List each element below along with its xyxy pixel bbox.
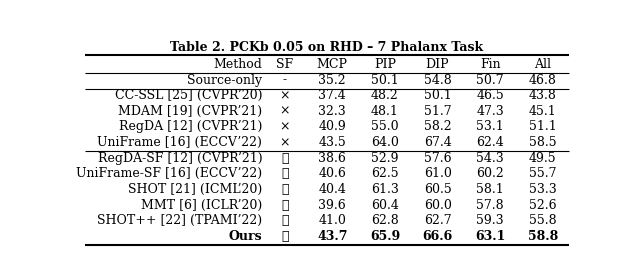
Text: 67.4: 67.4 <box>424 136 452 149</box>
Text: 43.7: 43.7 <box>317 230 348 243</box>
Text: 62.8: 62.8 <box>371 214 399 227</box>
Text: 32.3: 32.3 <box>318 105 346 118</box>
Text: 43.5: 43.5 <box>318 136 346 149</box>
Text: 37.4: 37.4 <box>318 89 346 102</box>
Text: 52.6: 52.6 <box>529 198 557 212</box>
Text: MCP: MCP <box>316 58 348 71</box>
Text: 46.8: 46.8 <box>529 73 557 86</box>
Text: 43.8: 43.8 <box>529 89 557 102</box>
Text: RegDA-SF [12] (CVPR’21): RegDA-SF [12] (CVPR’21) <box>98 152 262 165</box>
Text: 54.8: 54.8 <box>424 73 452 86</box>
Text: 61.0: 61.0 <box>424 167 452 180</box>
Text: 51.7: 51.7 <box>424 105 452 118</box>
Text: Ours: Ours <box>228 230 262 243</box>
Text: Method: Method <box>214 58 262 71</box>
Text: ×: × <box>279 105 290 118</box>
Text: 48.2: 48.2 <box>371 89 399 102</box>
Text: 54.3: 54.3 <box>477 152 504 165</box>
Text: ×: × <box>279 120 290 133</box>
Text: ✓: ✓ <box>281 183 288 196</box>
Text: 55.8: 55.8 <box>529 214 557 227</box>
Text: ✓: ✓ <box>281 214 288 227</box>
Text: -: - <box>283 73 287 86</box>
Text: 46.5: 46.5 <box>477 89 504 102</box>
Text: 40.4: 40.4 <box>318 183 346 196</box>
Text: MDAM [19] (CVPR’21): MDAM [19] (CVPR’21) <box>118 105 262 118</box>
Text: 52.9: 52.9 <box>371 152 399 165</box>
Text: UniFrame [16] (ECCV’22): UniFrame [16] (ECCV’22) <box>98 136 262 149</box>
Text: ✓: ✓ <box>281 152 288 165</box>
Text: All: All <box>535 58 551 71</box>
Text: SHOT [21] (ICML’20): SHOT [21] (ICML’20) <box>128 183 262 196</box>
Text: 61.3: 61.3 <box>371 183 399 196</box>
Text: ✓: ✓ <box>281 167 288 180</box>
Text: 40.6: 40.6 <box>318 167 346 180</box>
Text: ✓: ✓ <box>281 198 288 212</box>
Text: 66.6: 66.6 <box>422 230 453 243</box>
Text: 55.7: 55.7 <box>529 167 557 180</box>
Text: 50.1: 50.1 <box>371 73 399 86</box>
Text: CC-SSL [25] (CVPR’20): CC-SSL [25] (CVPR’20) <box>115 89 262 102</box>
Text: SHOT++ [22] (TPAMI’22): SHOT++ [22] (TPAMI’22) <box>97 214 262 227</box>
Text: 57.6: 57.6 <box>424 152 452 165</box>
Text: ×: × <box>279 136 290 149</box>
Text: ×: × <box>279 89 290 102</box>
Text: 63.1: 63.1 <box>475 230 505 243</box>
Text: UniFrame-SF [16] (ECCV’22): UniFrame-SF [16] (ECCV’22) <box>76 167 262 180</box>
Text: 64.0: 64.0 <box>371 136 399 149</box>
Text: 65.9: 65.9 <box>370 230 400 243</box>
Text: 62.4: 62.4 <box>477 136 504 149</box>
Text: DIP: DIP <box>426 58 449 71</box>
Text: 50.1: 50.1 <box>424 89 452 102</box>
Text: 53.1: 53.1 <box>477 120 504 133</box>
Text: 60.5: 60.5 <box>424 183 452 196</box>
Text: 45.1: 45.1 <box>529 105 557 118</box>
Text: 41.0: 41.0 <box>318 214 346 227</box>
Text: 55.0: 55.0 <box>371 120 399 133</box>
Text: 58.1: 58.1 <box>477 183 504 196</box>
Text: Fin: Fin <box>480 58 501 71</box>
Text: 58.8: 58.8 <box>528 230 558 243</box>
Text: 60.4: 60.4 <box>371 198 399 212</box>
Text: Source-only: Source-only <box>187 73 262 86</box>
Text: 35.2: 35.2 <box>318 73 346 86</box>
Text: 59.3: 59.3 <box>477 214 504 227</box>
Text: MMT [6] (ICLR’20): MMT [6] (ICLR’20) <box>141 198 262 212</box>
Text: 38.6: 38.6 <box>318 152 346 165</box>
Text: 48.1: 48.1 <box>371 105 399 118</box>
Text: 62.7: 62.7 <box>424 214 452 227</box>
Text: 57.8: 57.8 <box>477 198 504 212</box>
Text: 53.3: 53.3 <box>529 183 557 196</box>
Text: 62.5: 62.5 <box>371 167 399 180</box>
Text: 39.6: 39.6 <box>318 198 346 212</box>
Text: 47.3: 47.3 <box>477 105 504 118</box>
Text: 58.5: 58.5 <box>529 136 557 149</box>
Text: 50.7: 50.7 <box>477 73 504 86</box>
Text: Table 2. PCKb 0.05 on RHD – 7 Phalanx Task: Table 2. PCKb 0.05 on RHD – 7 Phalanx Ta… <box>170 41 484 54</box>
Text: RegDA [12] (CVPR’21): RegDA [12] (CVPR’21) <box>119 120 262 133</box>
Text: 51.1: 51.1 <box>529 120 557 133</box>
Text: 60.2: 60.2 <box>477 167 504 180</box>
Text: 60.0: 60.0 <box>424 198 452 212</box>
Text: 49.5: 49.5 <box>529 152 557 165</box>
Text: PIP: PIP <box>374 58 396 71</box>
Text: ✓: ✓ <box>281 230 288 243</box>
Text: 40.9: 40.9 <box>318 120 346 133</box>
Text: SF: SF <box>276 58 293 71</box>
Text: 58.2: 58.2 <box>424 120 452 133</box>
